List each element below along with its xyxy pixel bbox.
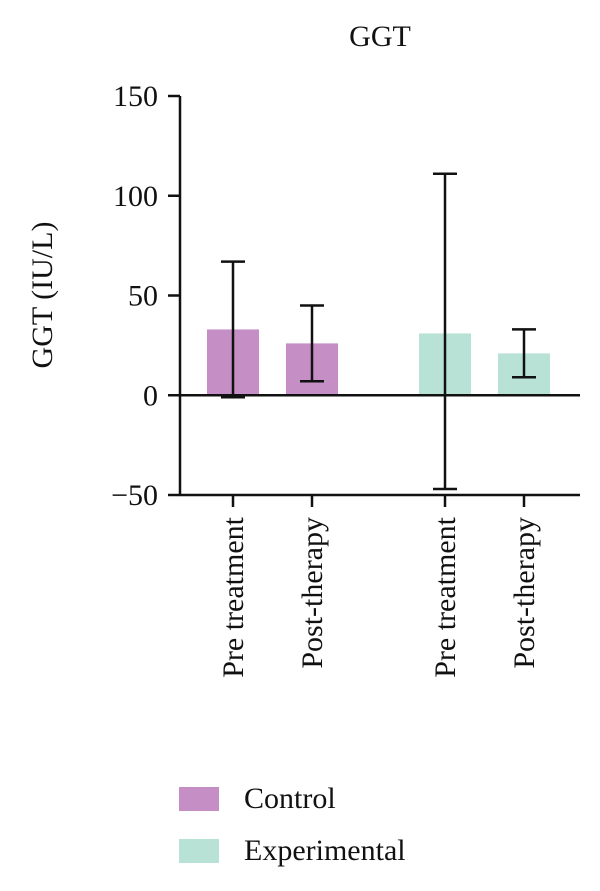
category-label: Post-therapy bbox=[296, 517, 329, 669]
y-tick-label: −50 bbox=[111, 479, 158, 512]
category-label: Pre treatment bbox=[217, 516, 250, 677]
y-tick-label: 100 bbox=[113, 180, 158, 213]
category-label: Post-therapy bbox=[508, 517, 541, 669]
category-label: Pre treatment bbox=[429, 516, 462, 677]
y-tick-label: 50 bbox=[128, 280, 158, 313]
legend-label: Control bbox=[244, 782, 336, 815]
error-bars bbox=[221, 172, 536, 491]
legend-swatch-control bbox=[179, 787, 219, 811]
legend-label: Experimental bbox=[244, 834, 406, 867]
bars bbox=[207, 329, 550, 396]
legend: Control Experimental bbox=[179, 782, 406, 867]
chart-title: GGT bbox=[349, 20, 411, 53]
legend-swatch-experimental bbox=[179, 839, 219, 863]
y-axis-label: GGT (IU/L) bbox=[26, 222, 59, 369]
y-tick-label: 0 bbox=[143, 379, 158, 412]
y-tick-label: 150 bbox=[113, 80, 158, 113]
category-labels: Pre treatment Post-therapy Pre treatment Po… bbox=[217, 516, 541, 677]
axes bbox=[178, 96, 580, 507]
y-axis-ticks: 150 100 50 0 −50 bbox=[111, 80, 180, 512]
